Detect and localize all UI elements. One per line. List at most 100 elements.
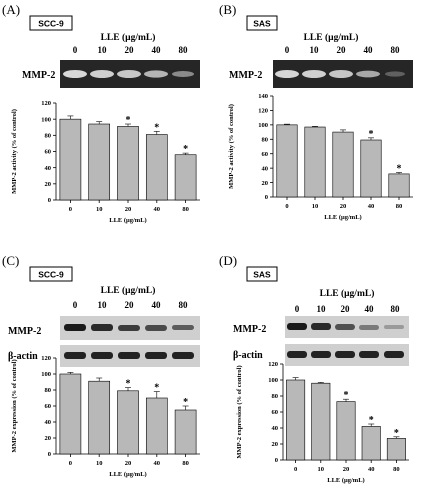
- blot-band: [287, 323, 307, 330]
- blot-label-beta-actin: β-actin: [8, 351, 38, 362]
- x-tick-label: 10: [312, 203, 319, 210]
- bar: [386, 438, 406, 461]
- gel-band: [117, 70, 141, 78]
- significance-mark: *: [369, 415, 374, 426]
- blot-label-beta-actin: β-actin: [233, 350, 263, 361]
- significance-mark: *: [183, 397, 188, 408]
- lane-label: 10: [98, 300, 108, 310]
- y-tick-label: 20: [45, 181, 52, 188]
- treatment-header: LLE (μg/mL): [320, 288, 375, 299]
- x-tick-label: 80: [393, 466, 400, 473]
- gel-band: [329, 70, 353, 78]
- cell-line-label: SCC-9: [38, 270, 64, 280]
- y-tick-label: 100: [268, 377, 278, 384]
- significance-mark: *: [183, 144, 188, 155]
- blot-band: [359, 325, 379, 330]
- blot-label-mmp2: MMP-2: [229, 70, 262, 81]
- y-tick-label: 0: [48, 197, 51, 204]
- blot-band: [118, 352, 140, 359]
- y-tick-label: 120: [258, 108, 268, 115]
- y-tick-label: 60: [45, 149, 52, 156]
- y-axis-title: MMP-2 expression (% of control): [11, 359, 18, 452]
- lane-label: 80: [179, 300, 189, 310]
- y-tick-label: 40: [262, 165, 269, 172]
- lane-label: 20: [337, 45, 347, 55]
- cell-line-label: SAS: [253, 19, 271, 29]
- gel-band: [63, 70, 87, 78]
- x-tick-label: 20: [340, 203, 347, 210]
- zymography-gel: [273, 60, 413, 88]
- x-tick-label: 0: [294, 466, 297, 473]
- cell-line-box: [29, 15, 73, 31]
- gel-band: [275, 70, 299, 78]
- blot-band: [287, 351, 307, 358]
- panel-c-svg: (C) SCC-9 LLE (μg/mL) 0 10 20 40 80 MMP-…: [2, 253, 200, 478]
- x-tick-label: 40: [154, 460, 161, 467]
- bar: [361, 426, 381, 461]
- blot-band: [64, 324, 86, 331]
- western-blot-beta-actin: [60, 345, 200, 367]
- y-tick-label: 80: [262, 136, 269, 143]
- lane-label: 40: [152, 45, 162, 55]
- lane-label: 80: [179, 45, 189, 55]
- significance-mark: *: [154, 122, 159, 133]
- blot-band: [145, 352, 167, 359]
- x-tick-label: 40: [368, 203, 375, 210]
- y-axis-title: MMP-2 expression (% of control): [236, 365, 243, 458]
- lane-label: 80: [391, 304, 401, 314]
- gel-band: [385, 71, 405, 77]
- lane-label: 20: [125, 300, 135, 310]
- x-axis-title: LLE (μg/mL): [109, 471, 146, 478]
- lane-label: 0: [73, 45, 78, 55]
- x-tick-label: 40: [368, 466, 375, 473]
- x-tick-label: 10: [318, 466, 325, 473]
- blot-band: [64, 352, 86, 359]
- lane-labels: 0 10 20 40 80: [295, 304, 400, 314]
- x-axis-title: LLE (μg/mL): [109, 217, 146, 224]
- y-tick-label: 20: [272, 441, 279, 448]
- x-tick-label: 10: [96, 206, 103, 213]
- lane-label: 20: [125, 45, 135, 55]
- significance-mark: *: [369, 129, 374, 140]
- y-tick-label: 60: [262, 151, 269, 158]
- y-tick-label: 20: [262, 180, 269, 187]
- lane-label: 40: [365, 304, 375, 314]
- y-tick-label: 40: [45, 419, 52, 426]
- bar: [117, 126, 139, 201]
- treatment-header: LLE (µg/mL): [101, 32, 156, 43]
- x-tick-label: 0: [69, 206, 72, 213]
- x-tick-label: 0: [285, 203, 288, 210]
- gel-band: [356, 70, 380, 78]
- blot-label-mmp2: MMP-2: [8, 326, 41, 337]
- bar: [88, 380, 111, 455]
- blot-band: [172, 352, 194, 359]
- blot-band: [118, 325, 140, 331]
- panel-letter: (B): [219, 2, 236, 17]
- blot-band: [172, 325, 194, 330]
- bar: [304, 126, 326, 198]
- x-tick-label: 40: [154, 206, 161, 213]
- lane-label: 80: [391, 45, 401, 55]
- bar: [276, 124, 298, 198]
- bar: [88, 123, 111, 201]
- bar: [145, 397, 168, 455]
- lane-label: 40: [364, 45, 374, 55]
- x-axis-title: LLE (μg/mL): [324, 214, 361, 221]
- y-tick-label: 100: [258, 122, 268, 129]
- bar: [174, 154, 197, 201]
- gel-band: [144, 70, 168, 78]
- significance-mark: *: [394, 428, 399, 439]
- y-tick-label: 120: [268, 361, 278, 368]
- blot-band: [335, 324, 355, 330]
- x-tick-label: 80: [396, 203, 403, 210]
- bar: [59, 373, 82, 455]
- blot-band: [384, 325, 404, 329]
- western-blot-beta-actin: [285, 344, 409, 366]
- bar: [332, 131, 354, 198]
- western-blot-mmp2: [285, 316, 409, 338]
- blot-band: [359, 351, 379, 358]
- panel-b-svg: (B) SAS LLE (µg/mL) 0 10 20 40 80 MMP-2 …: [219, 2, 413, 221]
- x-tick-label: 10: [96, 460, 103, 467]
